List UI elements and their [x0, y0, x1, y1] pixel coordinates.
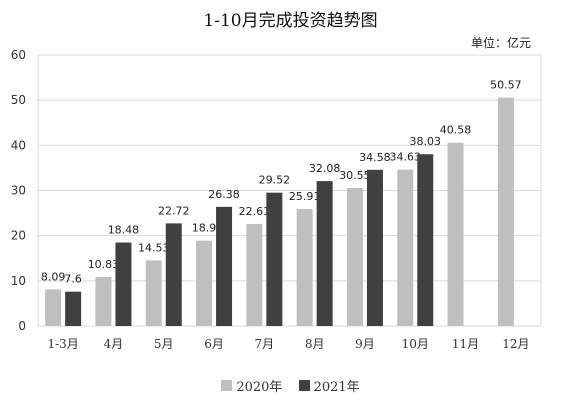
x-tick-label: 1-3月 [47, 337, 78, 351]
y-tick-label: 0 [18, 319, 26, 333]
data-label: 7.6 [64, 273, 82, 286]
x-tick-label: 6月 [204, 337, 224, 351]
bar-2020年 [346, 188, 363, 326]
data-label: 38.03 [410, 135, 442, 148]
data-label: 25.91 [289, 190, 321, 203]
bar-2021年 [266, 192, 283, 326]
y-tick-label: 10 [11, 274, 26, 288]
data-label: 18.48 [108, 224, 140, 237]
bar-2020年 [45, 289, 62, 326]
y-tick-label: 40 [11, 138, 26, 152]
bar-2020年 [397, 169, 414, 326]
bar-2021年 [216, 206, 233, 326]
data-label: 32.08 [309, 162, 341, 175]
y-tick-label: 50 [11, 93, 26, 107]
legend: 2020年 2021年 [0, 376, 581, 395]
data-label: 29.52 [259, 174, 291, 187]
bar-2021年 [366, 169, 383, 326]
x-tick-label: 9月 [355, 337, 375, 351]
data-label: 34.58 [359, 151, 391, 164]
data-label: 40.58 [440, 124, 472, 137]
data-label: 22.72 [158, 204, 190, 217]
bar-2020年 [296, 208, 313, 326]
bar-2021年 [417, 154, 434, 326]
bar-2021年 [316, 181, 333, 326]
x-tick-label: 12月 [502, 337, 529, 351]
data-label: 10.83 [88, 258, 120, 271]
bar-2021年 [65, 291, 82, 326]
y-tick-label: 60 [11, 48, 26, 62]
bar-2021年 [115, 242, 132, 326]
data-label: 22.61 [239, 205, 271, 218]
data-label: 26.38 [208, 188, 240, 201]
bar-2021年 [165, 223, 182, 326]
bar-2020年 [145, 260, 162, 326]
bar-2020年 [196, 240, 213, 326]
data-label: 50.57 [490, 79, 522, 92]
bar-2020年 [497, 97, 514, 326]
x-tick-label: 5月 [154, 337, 174, 351]
data-label: 14.53 [138, 241, 170, 254]
legend-item-2020: 2020年 [221, 376, 282, 395]
x-tick-label: 10月 [402, 337, 429, 351]
x-tick-label: 8月 [305, 337, 325, 351]
legend-label-2021: 2021年 [313, 380, 360, 395]
y-tick-label: 30 [11, 184, 26, 198]
x-tick-label: 7月 [255, 337, 275, 351]
x-tick-label: 11月 [452, 337, 479, 351]
legend-swatch-2020 [221, 380, 233, 391]
legend-swatch-2021 [298, 380, 310, 391]
data-label: 30.55 [339, 169, 371, 182]
x-tick-label: 4月 [104, 337, 124, 351]
y-tick-label: 20 [11, 229, 26, 243]
legend-label-2020: 2020年 [236, 380, 283, 395]
data-label: 34.63 [390, 151, 422, 164]
chart-title: 1-10月完成投资趋势图 [203, 11, 378, 31]
bar-2020年 [447, 142, 464, 326]
data-label: 8.09 [41, 270, 66, 283]
data-label: 18.9 [192, 222, 217, 235]
bar-2020年 [246, 223, 263, 326]
legend-item-2021: 2021年 [298, 376, 360, 395]
bar-2020年 [95, 277, 112, 326]
unit-label: 单位：亿元 [470, 36, 531, 50]
